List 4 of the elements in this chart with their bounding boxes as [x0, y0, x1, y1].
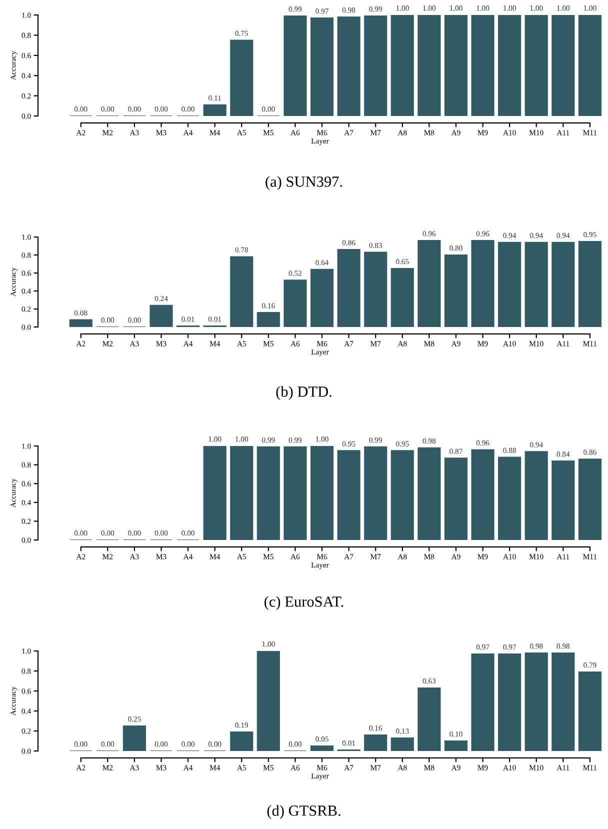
text: (b) DTD. [276, 386, 332, 400]
text: (c) EuroSAT. [264, 596, 344, 610]
text: (a) SUN397. [266, 176, 342, 190]
text: (d) GTSRB. [267, 805, 340, 819]
